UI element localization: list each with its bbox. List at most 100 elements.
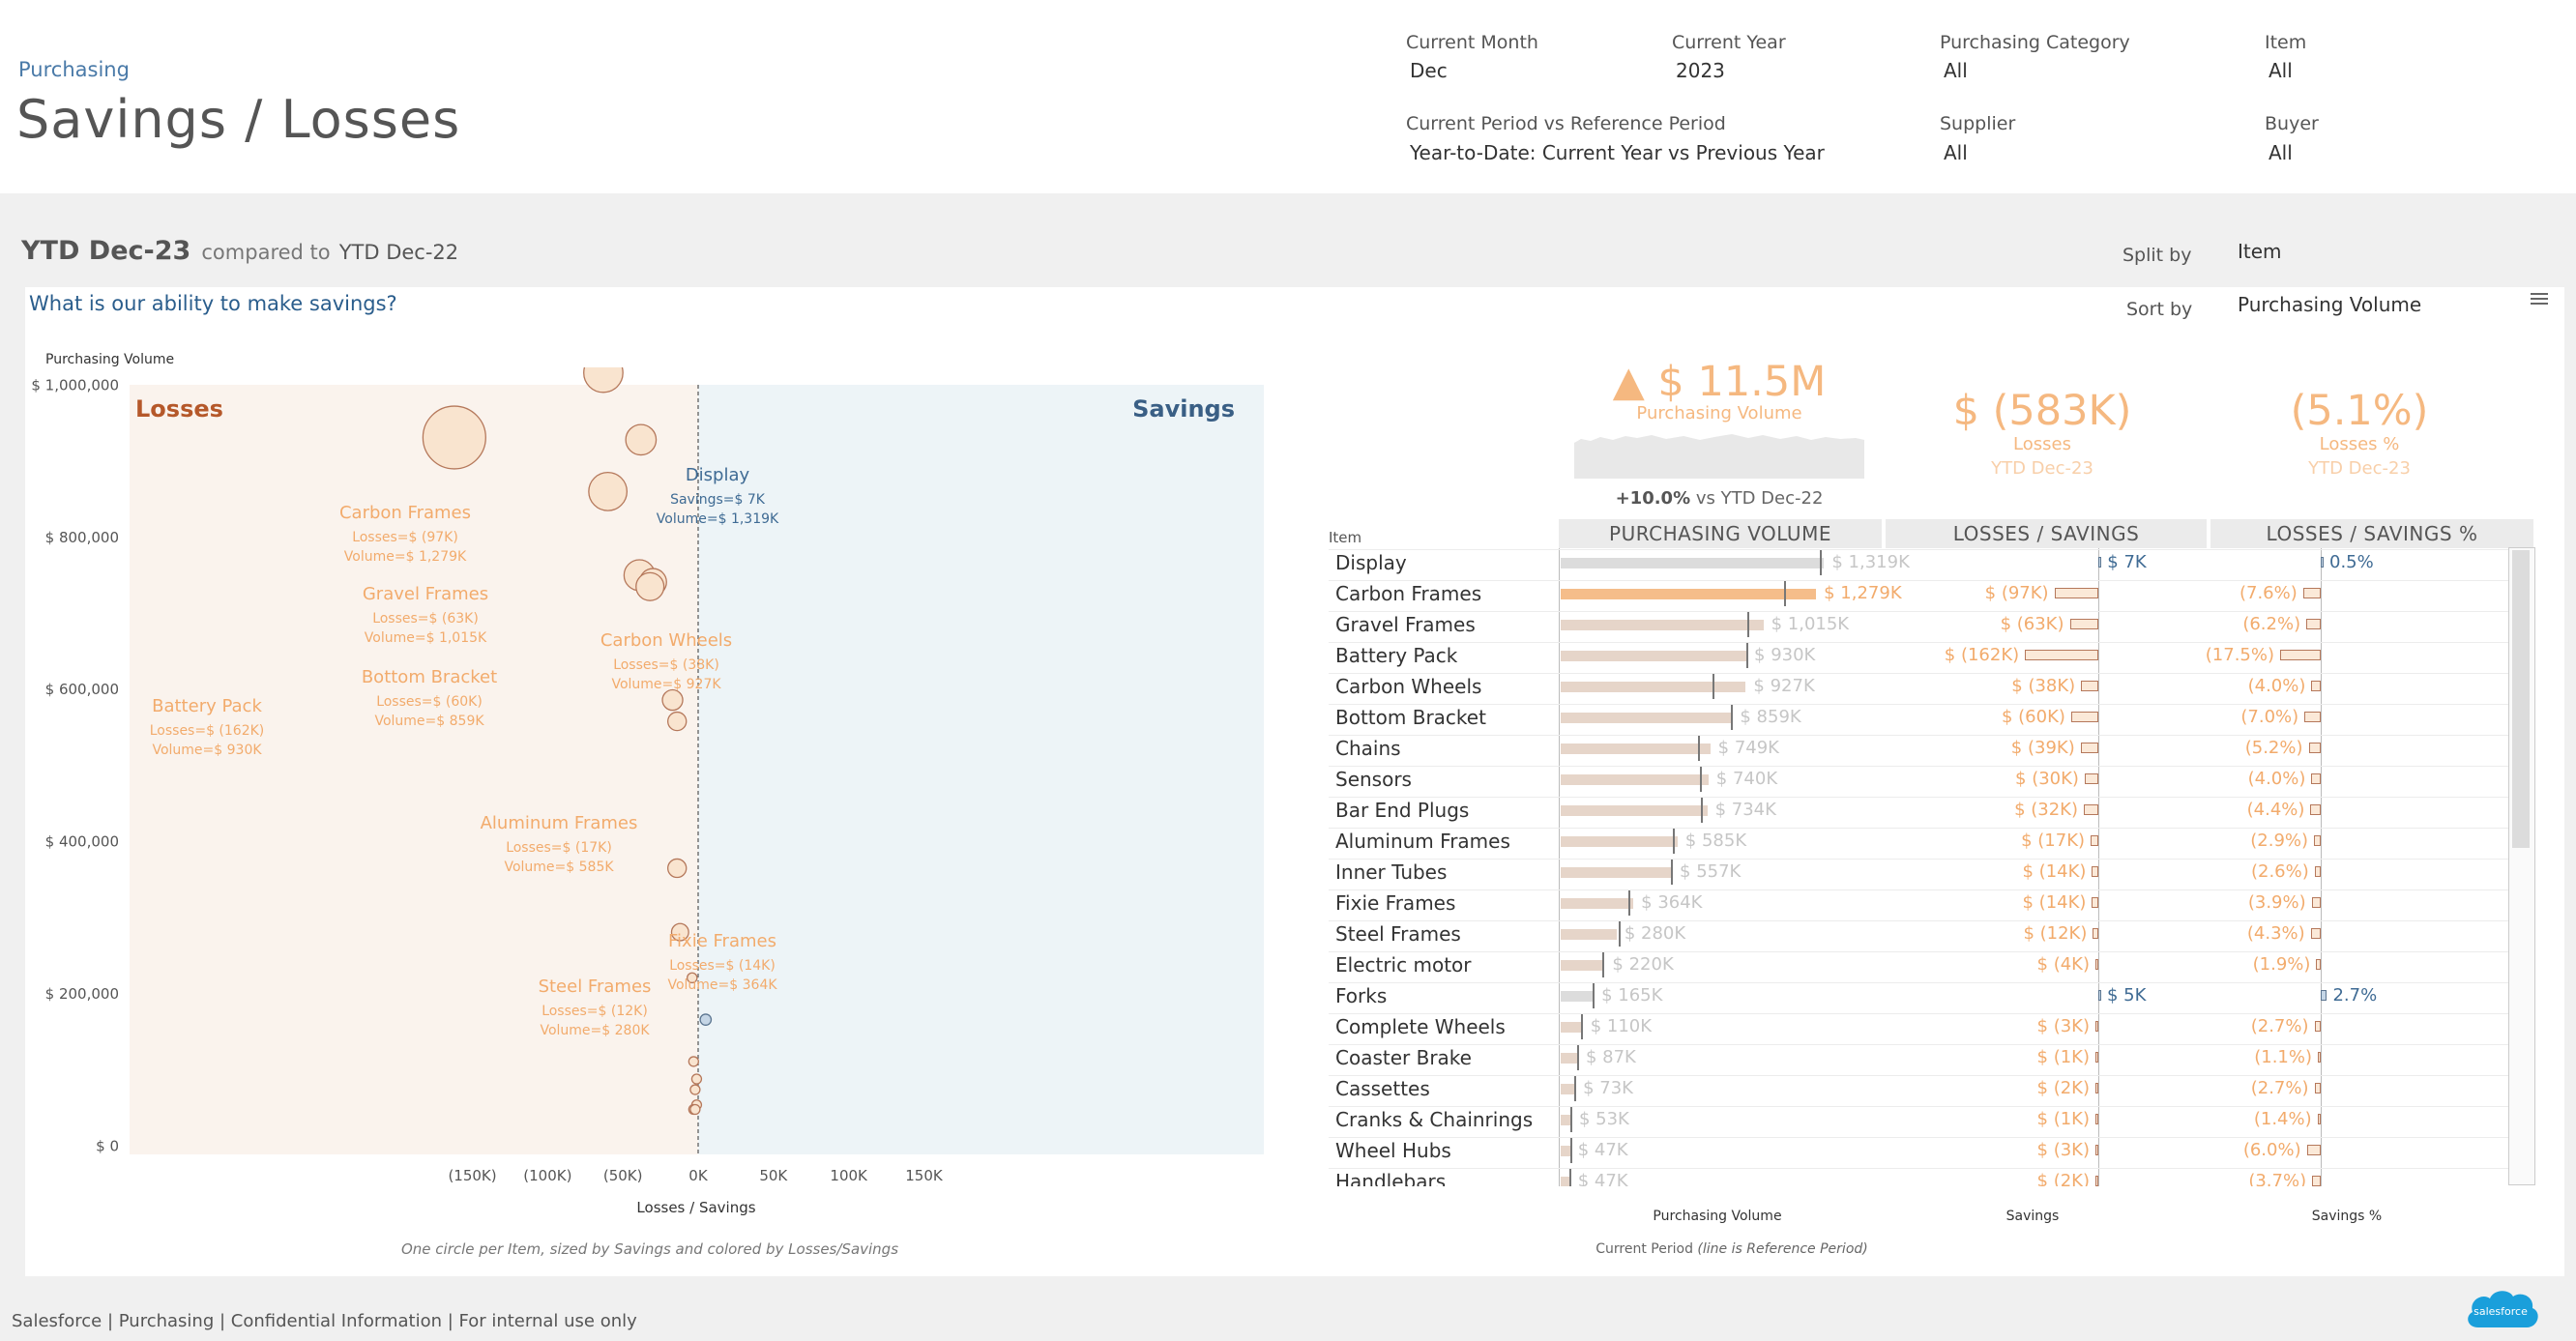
y-tick-label: $ 200,000 — [45, 985, 119, 1003]
losses-pct-bar — [2317, 1114, 2321, 1124]
table-row[interactable] — [1329, 1075, 2508, 1107]
losses-pct-label: (17.5%) — [2205, 645, 2274, 665]
losses-pct-bar — [2314, 1021, 2321, 1032]
table-footnote: Current Period (line is Reference Period… — [1595, 1241, 1867, 1257]
menu-icon[interactable] — [2530, 290, 2551, 311]
sort-by-select[interactable]: Purchasing Volume — [2238, 293, 2422, 316]
volume-bar — [1561, 960, 1605, 971]
losses-pct-bar — [2311, 681, 2321, 691]
breadcrumb[interactable]: Purchasing — [18, 58, 130, 81]
item-name: Forks — [1335, 984, 1388, 1007]
losses-label: $ (38K) — [2011, 676, 2076, 696]
losses-pct-label: (2.6%) — [2250, 861, 2309, 882]
losses-label: $ (14K) — [2022, 861, 2087, 882]
reference-marker — [1576, 1045, 1579, 1070]
filter-item-label: Item — [2265, 32, 2307, 53]
table-row[interactable] — [1329, 889, 2508, 921]
losses-pct-label: (5.2%) — [2244, 738, 2303, 758]
volume-bar — [1561, 1084, 1576, 1094]
x-tick-label: 50K — [759, 1167, 788, 1184]
losses-label: $ (4K) — [2036, 954, 2090, 975]
split-by-select[interactable]: Item — [2238, 240, 2282, 263]
volume-label: $ 47K — [1577, 1171, 1628, 1186]
volume-bar — [1561, 589, 1817, 599]
losses-bar — [2095, 1052, 2098, 1063]
scatter-x-title: Losses / Savings — [636, 1199, 756, 1216]
filter-item[interactable]: All — [2269, 59, 2293, 82]
volume-bar — [1561, 1115, 1571, 1125]
losses-pct-bar — [2314, 866, 2321, 877]
table-row[interactable] — [1329, 735, 2508, 767]
losses-pct-label: (2.7%) — [2250, 1016, 2309, 1036]
table-row[interactable] — [1329, 580, 2508, 612]
table-row[interactable] — [1329, 1106, 2508, 1138]
table-row[interactable] — [1329, 1137, 2508, 1169]
col-header-purchasing-volume[interactable]: PURCHASING VOLUME — [1559, 519, 1882, 548]
table-row[interactable] — [1329, 704, 2508, 736]
volume-bar — [1561, 1146, 1570, 1156]
item-table: Display $ 1,319K $ 7K 0.5% Carbon Frames $ 1,… — [0, 548, 2576, 1186]
reference-marker — [1670, 860, 1673, 885]
volume-label: $ 47K — [1577, 1140, 1628, 1160]
filter-purchasing-category[interactable]: All — [1944, 59, 1968, 82]
filter-period-comparison[interactable]: Year-to-Date: Current Year vs Previous Y… — [1410, 141, 1825, 164]
kpi-losses-pct-label: Losses % — [2319, 434, 2400, 454]
filter-supplier[interactable]: All — [1944, 141, 1968, 164]
filter-current-month[interactable]: Dec — [1410, 59, 1448, 82]
axis-title-volume: Purchasing Volume — [1653, 1209, 1782, 1224]
reference-marker — [1574, 1076, 1577, 1101]
kpi-losses-value: $ (583K) — [1952, 387, 2132, 435]
item-name: Aluminum Frames — [1335, 830, 1510, 853]
item-name: Cranks & Chainrings — [1335, 1108, 1534, 1131]
savings-region — [698, 385, 1264, 1154]
scatter-point-electric-motor — [687, 972, 698, 984]
scatter-chart: Losses Savings $ 0 $ 200,000 $ 400,000 $ 600,… — [31, 367, 1264, 1184]
table-row[interactable] — [1329, 982, 2508, 1014]
table-row[interactable] — [1329, 549, 2508, 581]
losses-label: $ (1K) — [2036, 1047, 2090, 1067]
losses-pct-bar — [2306, 619, 2321, 629]
col-header-losses-savings[interactable]: LOSSES / SAVINGS — [1886, 519, 2207, 548]
col-header-losses-savings-pct[interactable]: LOSSES / SAVINGS % — [2210, 519, 2533, 548]
item-name: Bottom Bracket — [1335, 706, 1486, 729]
table-row[interactable] — [1329, 1168, 2508, 1186]
table-row[interactable] — [1329, 951, 2508, 983]
y-tick-label: $ 600,000 — [45, 681, 119, 698]
table-row[interactable] — [1329, 673, 2508, 705]
table-row[interactable] — [1329, 1013, 2508, 1045]
volume-label: $ 930K — [1754, 645, 1816, 665]
item-name: Complete Wheels — [1335, 1015, 1506, 1038]
volume-bar — [1561, 620, 1764, 630]
losses-bar — [2070, 712, 2098, 722]
table-row[interactable] — [1329, 1044, 2508, 1076]
losses-pct-label: (7.6%) — [2239, 583, 2298, 603]
period-summary: YTD Dec-23 compared to YTD Dec-22 — [21, 236, 458, 266]
filter-current-year[interactable]: 2023 — [1676, 59, 1725, 82]
filter-buyer[interactable]: All — [2269, 141, 2293, 164]
losses-bar — [2054, 588, 2098, 598]
table-row[interactable] — [1329, 611, 2508, 643]
table-scrollbar-thumb[interactable] — [2512, 550, 2530, 848]
footer-text: Salesforce | Purchasing | Confidential I… — [12, 1311, 637, 1331]
volume-label: $ 53K — [1578, 1109, 1629, 1129]
scatter-point-complete-wheels — [688, 1056, 699, 1067]
table-row[interactable] — [1329, 828, 2508, 860]
volume-bar — [1561, 774, 1709, 785]
y-tick-label: $ 0 — [96, 1138, 119, 1155]
table-row[interactable] — [1329, 642, 2508, 674]
losses-pct-label: (7.0%) — [2240, 707, 2299, 727]
volume-label: $ 1,319K — [1831, 552, 1910, 572]
losses-pct-bar — [2311, 773, 2321, 784]
table-row[interactable] — [1329, 920, 2508, 952]
volume-label: $ 1,279K — [1824, 583, 1902, 603]
sort-by-label: Sort by — [2126, 299, 2193, 320]
table-row[interactable] — [1329, 797, 2508, 829]
savings-pct-bar — [2321, 990, 2327, 1001]
losses-pct-bar — [2312, 1176, 2321, 1186]
item-name: Electric motor — [1335, 953, 1472, 977]
savings-bar — [2098, 557, 2102, 568]
table-scrollbar[interactable] — [2508, 547, 2535, 1185]
table-row[interactable] — [1329, 859, 2508, 890]
table-row[interactable] — [1329, 766, 2508, 798]
volume-label: $ 364K — [1641, 892, 1703, 913]
